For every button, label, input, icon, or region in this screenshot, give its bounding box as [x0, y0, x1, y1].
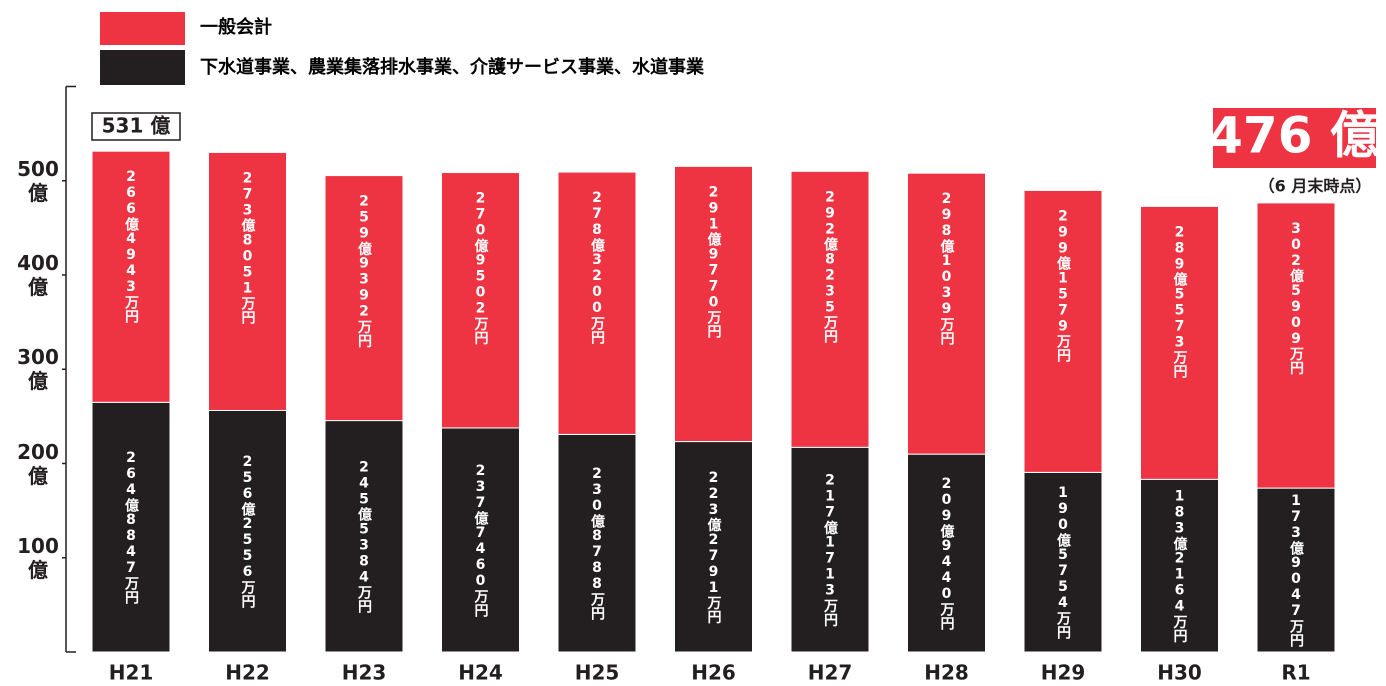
annotation: 476 億	[1208, 107, 1380, 165]
x-tick-label: H22	[225, 661, 270, 685]
value-label: 266億4943万円	[123, 169, 140, 324]
value-label: 264億8847万円	[123, 450, 140, 605]
x-tick-label: H21	[109, 661, 154, 685]
value-label: 173億9047万円	[1288, 493, 1305, 648]
y-tick-label: 400 億	[17, 251, 59, 299]
value-label: 273億8051万円	[240, 170, 257, 325]
bar-segment	[91, 150, 171, 403]
bar-segment	[1140, 478, 1219, 653]
x-tick-label: H29	[1041, 661, 1086, 685]
bar-segment	[907, 172, 986, 455]
bar-segment	[441, 427, 520, 653]
value-label: 299億1579万円	[1055, 208, 1072, 363]
legend-swatch	[100, 50, 185, 85]
value-label: 245億5384万円	[356, 459, 373, 614]
value-label: 256億2556万円	[240, 454, 257, 609]
value-label: 223億2791万円	[706, 470, 723, 625]
x-tick-label: H28	[924, 661, 969, 685]
bar-segment	[1256, 202, 1336, 489]
bar-segment	[91, 401, 171, 653]
bar-segment	[907, 453, 986, 653]
x-tick-label: H25	[575, 661, 620, 685]
bar-segment	[557, 433, 637, 653]
x-tick-label: R1	[1281, 661, 1310, 685]
value-label: 270億9502万円	[473, 191, 490, 346]
bar-segment	[208, 151, 287, 411]
y-tick-label: 200 億	[17, 439, 59, 488]
y-tick-label: 500 億	[17, 156, 59, 205]
value-label: 183億2164万円	[1172, 489, 1189, 644]
legend-label: 一般会計	[200, 16, 272, 38]
value-label: 217億1713万円	[822, 473, 839, 628]
x-tick-label: H26	[691, 661, 736, 685]
x-tick-label: H30	[1157, 661, 1202, 685]
annotation: 531 億	[102, 114, 171, 138]
value-label: 230億8788万円	[589, 466, 606, 621]
value-label: 209億9440万円	[939, 476, 956, 631]
bar-segment	[674, 165, 753, 443]
value-label: 190億5754万円	[1055, 485, 1072, 640]
x-tick-label: H27	[808, 661, 853, 685]
annotation-box	[1213, 108, 1376, 168]
bar-segment	[1023, 189, 1103, 473]
bar-segment	[1140, 205, 1219, 480]
x-tick-label: H24	[458, 661, 503, 685]
bar-segment	[1023, 471, 1103, 653]
annotation: （6 月末時点）	[1259, 177, 1372, 196]
value-label: 237億7460万円	[473, 463, 490, 618]
annotation-box	[91, 112, 181, 141]
value-label: 289億5573万円	[1172, 224, 1189, 379]
legend-swatch	[100, 12, 185, 45]
x-tick-label: H23	[342, 661, 387, 685]
y-tick-label: 300 億	[17, 345, 59, 394]
value-label: 259億9392万円	[356, 194, 373, 349]
value-label: 291億9770万円	[706, 184, 723, 339]
bar-segment	[674, 441, 753, 653]
bar-segment	[557, 171, 637, 435]
bar-segment	[441, 172, 520, 429]
value-label: 278億3200万円	[589, 190, 606, 345]
bar-segment	[790, 170, 870, 448]
bar-segment	[208, 409, 287, 653]
value-label: 302億5909万円	[1288, 221, 1305, 376]
value-label: 292億8235万円	[822, 189, 839, 344]
legend-label: 下水道事業、農業集落排水事業、介護サービス事業、水道事業	[200, 56, 705, 78]
bar-segment	[1256, 487, 1336, 653]
value-label: 298億1039万円	[939, 191, 956, 346]
bar-segment	[324, 420, 404, 653]
y-tick-label: 100 億	[17, 533, 59, 582]
bar-segment	[324, 175, 404, 422]
